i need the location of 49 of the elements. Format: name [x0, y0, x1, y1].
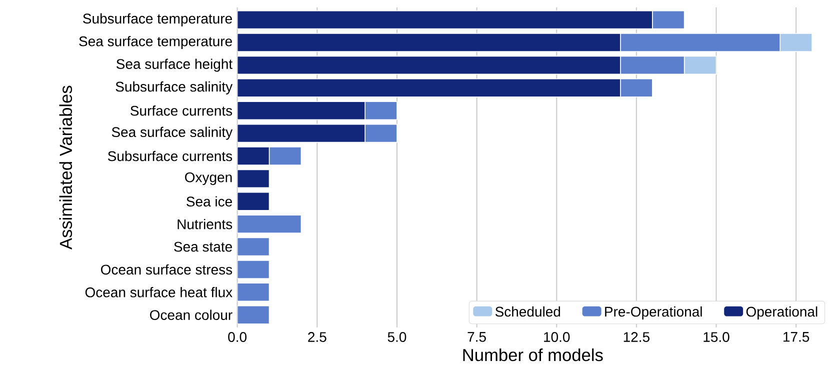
y-tick-label: Surface currents	[130, 105, 232, 116]
bar	[237, 169, 270, 188]
bar	[237, 146, 270, 166]
x-axis-title: Number of models	[463, 348, 603, 362]
x-tick-label: 2.5	[308, 332, 326, 342]
bar	[237, 305, 270, 324]
bar	[268, 146, 302, 166]
y-tick-label: Ocean surface stress	[101, 264, 232, 275]
legend-label: Operational	[746, 306, 818, 320]
bar	[620, 33, 781, 52]
bar	[237, 10, 653, 30]
y-axis-title: Assimilated Variables	[59, 86, 72, 250]
x-tick-label: 17.5	[784, 332, 810, 342]
y-tick-label: Sea surface temperature	[79, 36, 232, 50]
bar	[237, 33, 621, 52]
y-tick-label: Ocean surface heat flux	[85, 287, 232, 298]
legend-label: Pre-Operational	[605, 306, 702, 320]
bar	[237, 56, 621, 75]
x-tick-label: 15.0	[704, 332, 730, 342]
bar	[620, 78, 653, 98]
bar	[684, 56, 717, 75]
y-tick-label: Oxygen	[185, 172, 232, 186]
y-tick-label: Sea surface height	[116, 58, 232, 72]
x-tick-label: 12.5	[624, 332, 650, 342]
bar	[364, 124, 398, 143]
y-tick-label: Ocean colour	[150, 310, 232, 320]
x-tick-label: 10.0	[544, 332, 570, 342]
bar	[237, 214, 302, 234]
bar	[237, 78, 621, 98]
y-tick-label: Sea surface salinity	[112, 126, 233, 140]
y-tick-label: Subsurface currents	[108, 150, 232, 162]
bar	[237, 237, 270, 256]
y-tick-label: Sea ice	[186, 196, 232, 207]
bar	[364, 101, 398, 120]
bar	[237, 282, 270, 302]
legend-label: Scheduled	[495, 306, 560, 317]
bar	[237, 101, 366, 120]
y-tick-label: Nutrients	[178, 218, 232, 230]
bar	[237, 192, 270, 211]
x-tick-label: 5.0	[388, 332, 406, 342]
bar	[237, 124, 366, 143]
bar	[620, 56, 685, 75]
y-tick-label: Sea state	[174, 242, 232, 252]
bar	[652, 10, 685, 30]
x-tick-label: 7.5	[468, 332, 486, 342]
bar	[237, 260, 270, 279]
y-tick-label: Subsurface temperature	[83, 13, 232, 26]
y-tick-label: Subsurface salinity	[116, 81, 233, 94]
x-tick-label: 0.0	[228, 332, 247, 342]
